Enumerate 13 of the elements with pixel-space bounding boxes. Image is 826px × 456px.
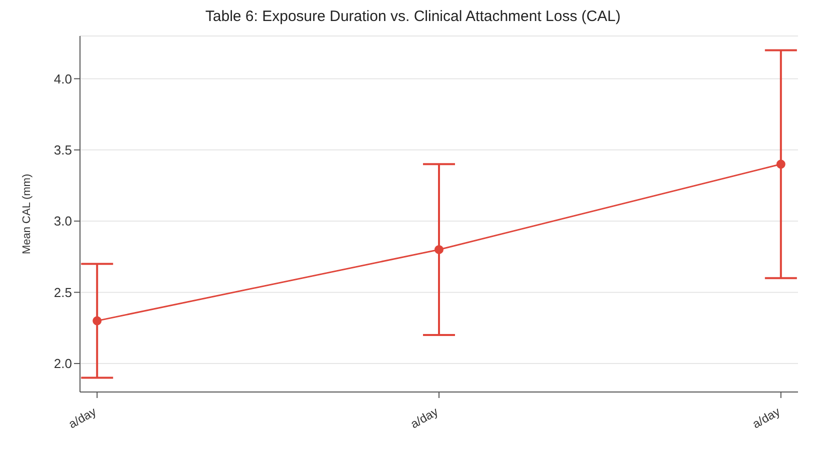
y-tick-label: 4.0 [54,71,72,86]
x-tick-label: a/day [408,404,440,432]
point [434,245,444,254]
x-tick-label: a/day [750,404,782,432]
y-tick-label: 3.0 [54,214,72,229]
point [776,160,786,169]
chart-title: Table 6: Exposure Duration vs. Clinical Attachment Loss (CAL) [204,8,622,27]
x-tick-label: a/day [66,404,99,432]
y-tick-label: 2.5 [54,284,72,300]
y-axis-title: Mean CAL (mm) [20,174,33,254]
point [92,316,102,326]
y-tick-label: 2.0 [54,356,72,372]
y-tick-label: 3.5 [54,142,72,158]
